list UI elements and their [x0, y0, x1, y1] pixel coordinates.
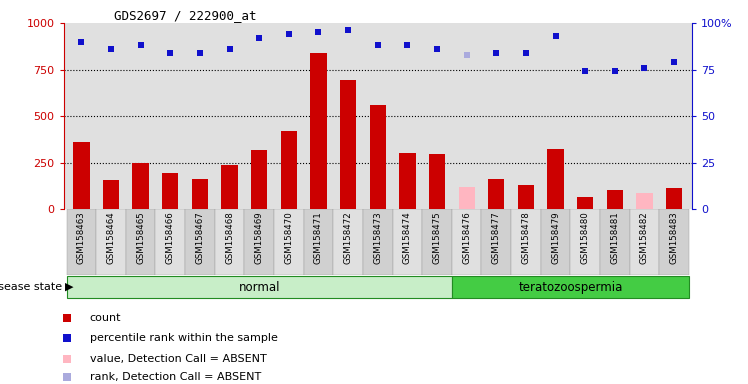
Text: teratozoospermia: teratozoospermia [518, 281, 622, 293]
Bar [548, 149, 564, 209]
Bar [511, 209, 541, 275]
Bar [274, 209, 304, 275]
Bar [482, 209, 511, 275]
Bar [191, 179, 208, 209]
Text: GSM158483: GSM158483 [669, 211, 678, 264]
Bar [370, 105, 386, 209]
Bar [459, 187, 475, 209]
Text: GSM158463: GSM158463 [77, 211, 86, 264]
Bar [488, 179, 504, 209]
Bar [577, 197, 593, 209]
Bar [126, 209, 156, 275]
Bar [185, 209, 215, 275]
Bar [399, 153, 416, 209]
Text: value, Detection Call = ABSENT: value, Detection Call = ABSENT [90, 354, 266, 364]
Bar [452, 276, 689, 298]
Text: GDS2697 / 222900_at: GDS2697 / 222900_at [114, 9, 257, 22]
Text: GSM158479: GSM158479 [551, 211, 560, 264]
Text: GSM158477: GSM158477 [491, 211, 501, 264]
Bar [132, 163, 149, 209]
Text: GSM158481: GSM158481 [610, 211, 619, 264]
Bar [73, 142, 90, 209]
Text: ▶: ▶ [65, 282, 73, 292]
Text: GSM158472: GSM158472 [343, 211, 352, 264]
Text: disease state: disease state [0, 282, 62, 292]
Bar [571, 209, 600, 275]
Text: GSM158470: GSM158470 [284, 211, 293, 264]
Bar [304, 209, 334, 275]
Bar [102, 180, 119, 209]
Bar [251, 150, 267, 209]
Bar [363, 209, 393, 275]
Bar [659, 209, 689, 275]
Text: GSM158473: GSM158473 [373, 211, 382, 264]
Bar [429, 154, 445, 209]
Text: GSM158474: GSM158474 [403, 211, 412, 264]
Bar [607, 190, 623, 209]
Bar [452, 209, 482, 275]
Text: GSM158476: GSM158476 [462, 211, 471, 264]
Bar [334, 209, 363, 275]
Bar [541, 209, 571, 275]
Bar [67, 209, 96, 275]
Text: GSM158469: GSM158469 [254, 211, 264, 264]
Bar [221, 165, 238, 209]
Text: GSM158468: GSM158468 [225, 211, 234, 264]
Bar [666, 188, 682, 209]
Bar [245, 209, 274, 275]
Bar [215, 209, 245, 275]
Text: GSM158471: GSM158471 [314, 211, 323, 264]
Bar [67, 276, 452, 298]
Text: GSM158465: GSM158465 [136, 211, 145, 264]
Text: GSM158482: GSM158482 [640, 211, 649, 264]
Bar [340, 80, 356, 209]
Text: GSM158478: GSM158478 [521, 211, 530, 264]
Text: GSM158464: GSM158464 [106, 211, 115, 264]
Bar [630, 209, 659, 275]
Bar [518, 185, 534, 209]
Text: GSM158480: GSM158480 [580, 211, 589, 264]
Bar [600, 209, 630, 275]
Text: count: count [90, 313, 121, 323]
Text: rank, Detection Call = ABSENT: rank, Detection Call = ABSENT [90, 372, 261, 382]
Text: GSM158466: GSM158466 [166, 211, 175, 264]
Bar [162, 173, 179, 209]
Bar [280, 131, 297, 209]
Text: GSM158475: GSM158475 [432, 211, 441, 264]
Text: GSM158467: GSM158467 [195, 211, 204, 264]
Bar [637, 192, 652, 209]
Bar [422, 209, 452, 275]
Text: percentile rank within the sample: percentile rank within the sample [90, 333, 278, 343]
Bar [96, 209, 126, 275]
Bar [156, 209, 185, 275]
Bar [393, 209, 422, 275]
Bar [310, 53, 327, 209]
Text: normal: normal [239, 281, 280, 293]
